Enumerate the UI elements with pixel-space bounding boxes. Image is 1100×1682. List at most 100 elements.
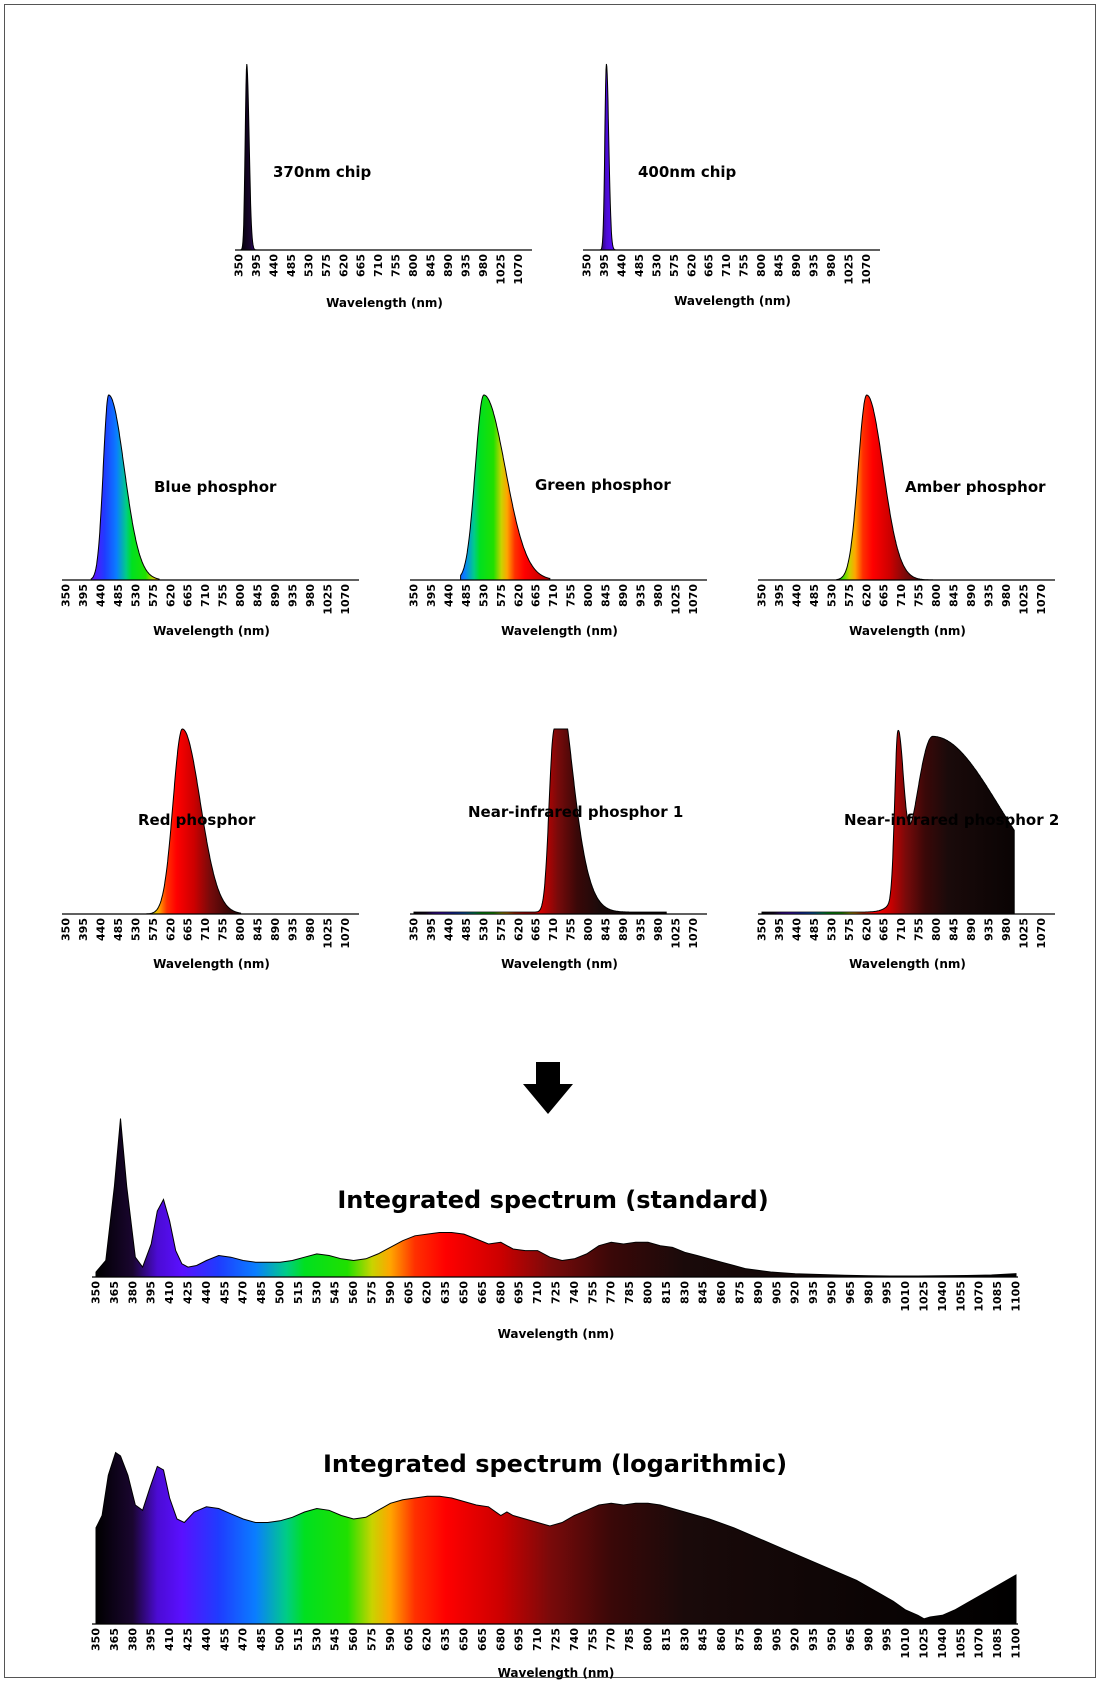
x-axis-label: Wavelength (nm) (326, 296, 443, 310)
tick-label: 710 (199, 918, 212, 941)
tick-label: 590 (384, 1628, 397, 1651)
tick-label: 1010 (899, 1628, 912, 1659)
tick-label: 620 (860, 584, 873, 607)
tick-label: 620 (421, 1628, 434, 1651)
tick-label: 1025 (1017, 584, 1030, 615)
tick-label: 680 (494, 1281, 507, 1304)
tick-label: 545 (329, 1628, 342, 1651)
tick-label: 755 (586, 1628, 599, 1651)
tick-label: 980 (1000, 584, 1013, 607)
tick-label: 890 (790, 254, 803, 277)
chart-c370: 350 395 440 485 530 575 620 665 710 755 800 845 890 9… (233, 63, 532, 310)
chart-c400: 350 395 440 485 530 575 620 665 710 755 800 845 890 9… (581, 63, 880, 308)
tick-label: 380 (126, 1281, 139, 1304)
tick-label: 665 (476, 1281, 489, 1304)
tick-label: 1025 (918, 1628, 931, 1659)
tick-label: 845 (697, 1281, 710, 1304)
tick-label: 620 (860, 918, 873, 941)
tick-label: 800 (582, 918, 595, 941)
tick-label: 1025 (1017, 918, 1030, 949)
tick-label: 575 (843, 584, 856, 607)
tick-label: 665 (530, 584, 543, 607)
x-axis-label: Wavelength (nm) (153, 957, 270, 971)
tick-label: 800 (930, 918, 943, 941)
tick-label: 440 (94, 584, 107, 607)
tick-label: 650 (458, 1628, 471, 1651)
chart-title: Near-infrared phosphor 1 (468, 803, 683, 821)
tick-label: 890 (617, 584, 630, 607)
tick-label: 755 (738, 254, 751, 277)
tick-label: 395 (77, 584, 90, 607)
tick-label: 635 (439, 1281, 452, 1304)
tick-label: 515 (292, 1628, 305, 1651)
tick-label: 530 (825, 584, 838, 607)
x-axis-label: Wavelength (nm) (498, 1327, 615, 1341)
spectrum-area-blue (90, 394, 160, 581)
tick-label: 845 (600, 584, 613, 607)
tick-label: 365 (108, 1281, 121, 1304)
tick-label: 800 (755, 254, 768, 277)
tick-label: 470 (237, 1628, 250, 1651)
tick-label: 650 (458, 1281, 471, 1304)
tick-label: 935 (983, 918, 996, 941)
chart-title: Near-infrared phosphor 2 (844, 811, 1059, 829)
tick-label: 350 (60, 918, 73, 941)
tick-label: 1025 (494, 254, 507, 285)
tick-label: 530 (477, 584, 490, 607)
tick-label: 845 (948, 584, 961, 607)
tick-label: 980 (862, 1628, 875, 1651)
spectrum-area-red (145, 728, 242, 915)
tick-label: 395 (425, 584, 438, 607)
tick-label: 935 (287, 918, 300, 941)
x-axis-label: Wavelength (nm) (501, 624, 618, 638)
tick-label: 995 (881, 1281, 894, 1304)
tick-label: 890 (269, 584, 282, 607)
tick-label: 890 (752, 1628, 765, 1651)
tick-label: 485 (255, 1281, 268, 1304)
tick-label: 485 (633, 254, 646, 277)
tick-label: 560 (347, 1281, 360, 1304)
tick-label: 995 (881, 1628, 894, 1651)
tick-label: 395 (598, 254, 611, 277)
tick-label: 845 (252, 918, 265, 941)
tick-label: 620 (164, 584, 177, 607)
tick-label: 875 (734, 1628, 747, 1651)
tick-label: 425 (182, 1628, 195, 1651)
tick-label: 830 (678, 1281, 691, 1304)
tick-label: 575 (495, 918, 508, 941)
tick-label: 440 (200, 1281, 213, 1304)
chart-blue: 350 395 440 485 530 575 620 665 710 755 800 845 890 9… (60, 394, 359, 638)
tick-label: 935 (635, 584, 648, 607)
tick-label: 350 (408, 584, 421, 607)
tick-label: 845 (425, 254, 438, 277)
tick-label: 920 (789, 1281, 802, 1304)
spectrum-area-nir1 (413, 728, 667, 915)
tick-label: 1025 (918, 1281, 931, 1312)
tick-label: 665 (182, 584, 195, 607)
tick-label: 665 (476, 1628, 489, 1651)
tick-label: 755 (586, 1281, 599, 1304)
tick-label: 845 (948, 918, 961, 941)
tick-label: 710 (531, 1281, 544, 1304)
tick-label: 395 (77, 918, 90, 941)
tick-label: 395 (425, 918, 438, 941)
tick-label: 1100 (1010, 1281, 1023, 1312)
tick-label: 770 (605, 1628, 618, 1651)
tick-label: 1070 (687, 584, 700, 615)
tick-label: 845 (773, 254, 786, 277)
tick-label: 800 (234, 918, 247, 941)
tick-label: 635 (439, 1628, 452, 1651)
tick-label: 1040 (936, 1281, 949, 1312)
tick-label: 485 (460, 918, 473, 941)
tick-label: 740 (568, 1281, 581, 1304)
tick-label: 950 (826, 1628, 839, 1651)
tick-label: 890 (617, 918, 630, 941)
tick-label: 410 (163, 1281, 176, 1304)
tick-label: 1040 (936, 1628, 949, 1659)
tick-label: 920 (789, 1628, 802, 1651)
tick-label: 575 (320, 254, 333, 277)
tick-label: 530 (825, 918, 838, 941)
tick-label: 710 (531, 1628, 544, 1651)
tick-label: 575 (366, 1281, 379, 1304)
tick-label: 455 (218, 1628, 231, 1651)
